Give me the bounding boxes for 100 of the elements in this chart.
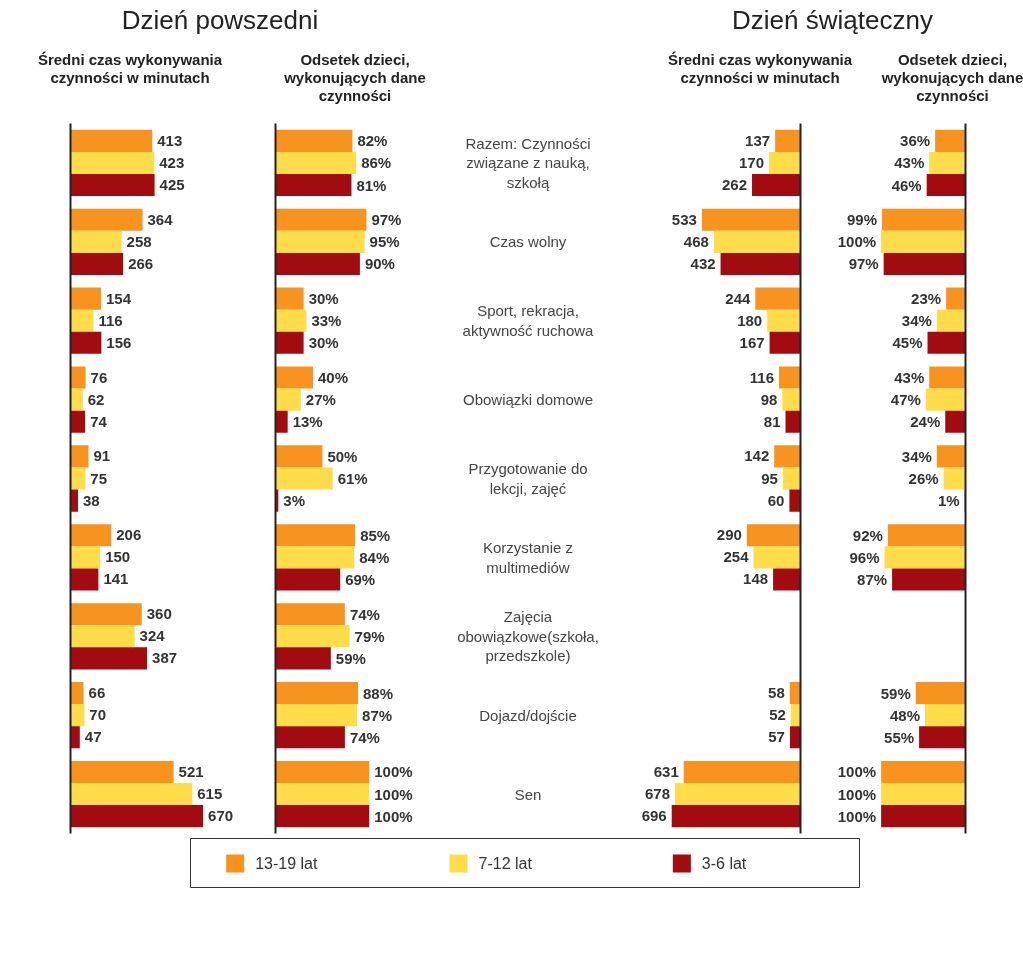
data-label: 290 [716,526,742,544]
data-label: 468 [683,232,709,250]
data-label: 55% [884,728,915,746]
data-label: 47 [84,728,102,746]
data-label: 156 [106,333,132,351]
data-label: 696 [641,807,667,825]
data-label: 87% [857,570,888,588]
data-label: 45% [892,334,923,352]
y-tick-label: Dojazd/dojście [479,706,577,724]
data-label: 137 [745,131,771,149]
data-label: 74% [349,728,380,746]
y-tick-label: Sport, rekracja, aktywność ruchowa [462,302,595,339]
chart-title: Średni czas wykonywania czynności w minutach [667,51,853,87]
data-label: 30% [308,290,339,308]
data-label: 74 [90,412,108,430]
data-label: 97% [371,211,402,229]
data-label: 100% [837,785,877,803]
data-label: 99% [846,211,877,229]
data-label: 27% [305,391,336,409]
data-label: 62 [87,390,105,408]
data-label: 100% [374,807,413,825]
data-label: 360 [146,605,172,623]
y-tick-label: Korzystanie z multimediów [482,539,574,576]
legend-label: 7-12 lat [478,855,533,872]
data-label: 167 [739,333,765,351]
data-label: 90% [364,255,395,273]
data-label: 258 [126,232,152,250]
data-label: 244 [725,289,752,307]
data-label: 100% [374,763,413,781]
data-label: 57 [768,728,785,746]
data-label: 150 [105,548,131,566]
text: Dzień świąteczny [732,5,933,37]
data-label: 100% [837,233,877,251]
data-label: 47% [890,391,921,409]
data-label: 48% [889,706,921,724]
data-label: 36% [900,132,931,150]
y-tick-label: Przygotowanie do lekcji, zajęć [468,460,588,497]
data-label: 96% [849,548,880,566]
data-label: 34% [901,447,932,465]
data-label: 74% [349,605,380,623]
y-tick-label: Zajęcia obowiązkowe(szkoła, przedszkole) [457,608,599,665]
data-label: 142 [744,447,770,465]
data-label: 141 [103,570,129,588]
data-label: 81 [763,412,781,430]
data-label: 678 [645,785,671,803]
data-label: 100% [837,807,877,825]
data-label: 23% [911,290,942,308]
data-label: 66 [88,684,106,702]
data-label: 100% [374,785,413,803]
data-label: 533 [671,210,697,228]
data-label: 413 [157,131,183,149]
data-label: 85% [360,526,391,544]
data-label: 33% [311,312,342,330]
data-label: 425 [159,176,185,194]
data-label: 432 [690,254,716,272]
data-label: 84% [359,548,390,566]
data-label: 116 [749,368,775,386]
data-label: 262 [721,176,748,194]
chart-title: Średni czas wykonywania czynności w minutach [37,51,223,87]
data-label: 148 [743,570,769,588]
data-label: 95% [369,233,400,251]
data-label: 76 [90,368,108,386]
data-label: 24% [910,413,941,431]
data-label: 1% [937,492,960,510]
data-label: 59% [880,684,911,702]
data-label: 3% [283,492,305,510]
data-label: 70 [89,706,107,724]
data-label: 254 [723,548,750,566]
data-label: 206 [116,526,142,544]
data-label: 13% [292,413,323,431]
data-label: 40% [318,369,349,387]
chart-title: Odsetek dzieci, wykonujących dane czynności [881,51,1023,105]
data-label: 30% [308,334,339,352]
data-label: 92% [852,526,883,544]
data-label: 154 [105,289,132,307]
data-label: 86% [361,154,392,172]
data-label: 364 [147,210,174,228]
data-label: 58 [768,684,785,702]
data-label: 670 [208,807,234,825]
data-label: 88% [363,684,394,702]
data-label: 79% [354,627,385,645]
chart-title: Odsetek dzieci, wykonujących dane czynności [284,51,426,105]
data-label: 38 [83,491,100,509]
legend-label: 3-6 lat [701,855,747,872]
data-label: 82% [357,132,388,150]
legend-label: 13-19 lat [255,855,318,872]
data-label: 91 [93,447,111,465]
data-label: 81% [356,176,387,194]
data-label: 52 [769,706,786,724]
y-tick-label: Razem: Czynności związane z nauką, szkołą [465,134,591,191]
data-label: 521 [178,762,204,780]
data-label: 631 [653,762,679,780]
y-tick-label: Sen [514,785,542,803]
data-label: 34% [901,312,932,330]
data-label: 60 [767,491,785,509]
data-label: 116 [98,311,123,329]
data-label: 97% [848,255,879,273]
data-label: 43% [894,154,925,172]
data-label: 50% [327,447,358,465]
data-label: 95 [761,469,778,487]
